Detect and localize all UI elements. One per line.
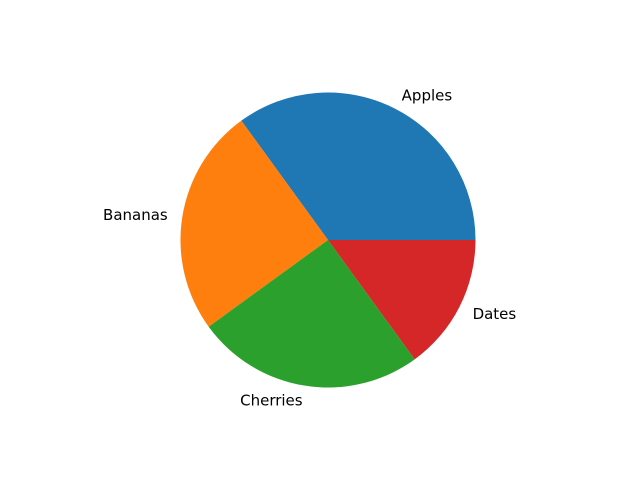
- pie-slice-dates: [328, 240, 476, 360]
- pie-slice-bananas: [180, 120, 328, 327]
- pie-slices: [180, 92, 476, 388]
- pie-labels: Apples Bananas Cherries Dates: [103, 87, 516, 410]
- pie-label-cherries: Cherries: [240, 392, 303, 410]
- pie-slice-apples: [241, 92, 476, 240]
- pie-slice-cherries: [208, 240, 415, 388]
- pie-label-dates: Dates: [473, 305, 517, 323]
- pie-label-apples: Apples: [402, 87, 453, 105]
- pie-label-bananas: Bananas: [103, 206, 168, 224]
